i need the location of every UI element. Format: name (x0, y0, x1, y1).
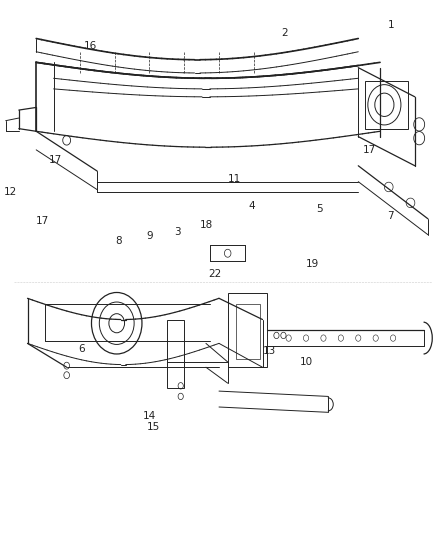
Text: 17: 17 (363, 145, 376, 155)
Text: 6: 6 (78, 344, 85, 354)
Text: 9: 9 (146, 231, 153, 241)
Text: 8: 8 (116, 236, 122, 246)
Text: 10: 10 (300, 357, 313, 367)
Text: 14: 14 (143, 411, 156, 421)
Bar (365, 81, 408, 128)
Text: 19: 19 (306, 259, 319, 269)
Text: 13: 13 (262, 346, 276, 357)
Bar (228, 293, 267, 367)
Text: 11: 11 (228, 174, 241, 184)
Text: 16: 16 (84, 42, 97, 52)
Text: 22: 22 (208, 270, 221, 279)
Text: 15: 15 (147, 422, 160, 432)
Text: 2: 2 (281, 28, 288, 38)
Text: 18: 18 (199, 220, 212, 230)
Bar (237, 304, 260, 359)
Text: 1: 1 (388, 20, 394, 30)
Text: 5: 5 (316, 204, 322, 214)
Text: 3: 3 (174, 227, 181, 237)
Text: 4: 4 (248, 200, 255, 211)
Text: 12: 12 (4, 187, 17, 197)
Text: 7: 7 (388, 211, 394, 221)
Text: 17: 17 (49, 156, 63, 165)
Text: 17: 17 (36, 216, 49, 227)
Bar (167, 319, 184, 389)
